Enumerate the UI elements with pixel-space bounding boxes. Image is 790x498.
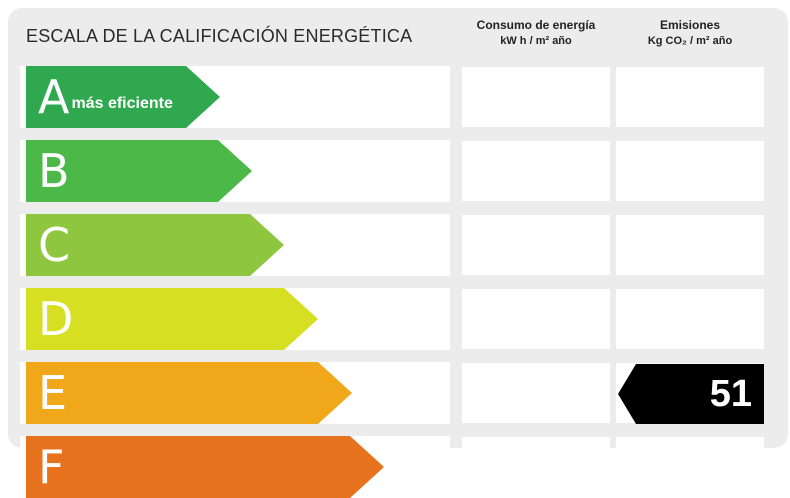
emisiones-cell-d: [616, 289, 764, 349]
consumo-cell-d: [462, 289, 610, 349]
rating-letter: A: [38, 70, 70, 124]
rating-letter: F: [38, 440, 65, 494]
rating-arrow-f: F: [26, 436, 384, 498]
emisiones-result-value: 51: [709, 372, 752, 415]
rating-letter: D: [38, 292, 74, 346]
rating-note: más eficiente: [71, 95, 173, 112]
rating-arrow-c: C: [26, 214, 284, 276]
page-title: ESCALA DE LA CALIFICACIÓN ENERGÉTICA: [26, 26, 413, 46]
emisiones-unit: Kg CO₂ / m² año: [647, 35, 733, 47]
consumo-label: Consumo de energía: [476, 18, 596, 32]
rating-row-c: C: [20, 214, 450, 276]
consumo-cell-e: [462, 363, 610, 423]
rating-row-f: F: [20, 436, 450, 498]
emisiones-cell-a: [616, 67, 764, 127]
emisiones-cell-f: [616, 437, 764, 497]
rating-row-e: E: [20, 362, 450, 424]
rating-arrow-b: B: [26, 140, 252, 202]
rating-letter: C: [38, 218, 71, 272]
emisiones-result-marker: 51: [618, 364, 764, 424]
emisiones-label: Emisiones: [659, 18, 721, 32]
rating-arrow-e: E: [26, 362, 352, 424]
consumo-cell-c: [462, 215, 610, 275]
rating-arrow-d: D: [26, 288, 318, 350]
emisiones-cell-c: [616, 215, 764, 275]
emisiones-cell-b: [616, 141, 764, 201]
consumo-unit: kW h / m² año: [500, 35, 572, 47]
rating-letter: B: [38, 144, 70, 198]
rating-row-d: D: [20, 288, 450, 350]
rating-row-b: B: [20, 140, 450, 202]
consumo-cell-b: [462, 141, 610, 201]
consumo-header: Consumo de energía kW h / m² año: [462, 17, 610, 49]
rating-letter: E: [38, 366, 68, 420]
consumo-cell-a: [462, 67, 610, 127]
consumo-cell-f: [462, 437, 610, 497]
emisiones-header: Emisiones Kg CO₂ / m² año: [616, 17, 764, 49]
